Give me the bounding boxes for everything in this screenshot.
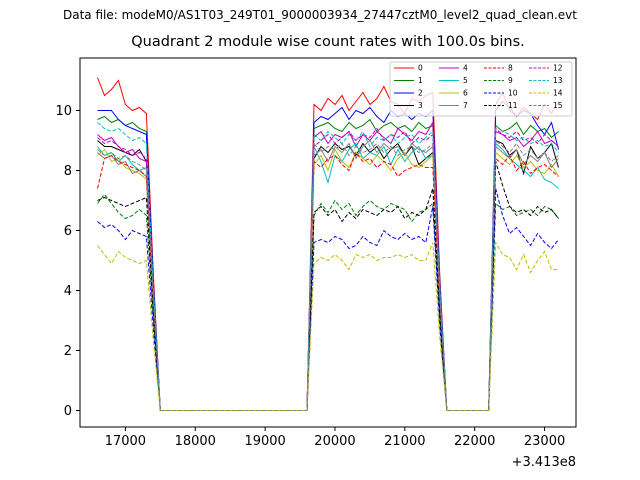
- legend-label-7: 7: [463, 101, 468, 110]
- legend-label-13: 13: [553, 76, 563, 85]
- legend-label-11: 11: [508, 101, 518, 110]
- y-tick-label: 0: [64, 404, 72, 419]
- x-offset-label: +3.413e8: [512, 455, 576, 470]
- legend-label-9: 9: [508, 76, 513, 85]
- series-layer: [97, 77, 559, 411]
- series-line-0: [97, 77, 559, 411]
- series-line-14: [97, 240, 559, 411]
- y-tick-label: 6: [64, 224, 72, 239]
- x-tick-label: 22000: [454, 434, 495, 449]
- legend-label-14: 14: [553, 89, 563, 98]
- legend-label-4: 4: [463, 64, 468, 73]
- x-tick-label: 19000: [244, 434, 285, 449]
- y-axis: 0 2 4 6 8 10: [55, 104, 80, 419]
- x-tick-label: 18000: [175, 434, 216, 449]
- legend-label-5: 5: [463, 76, 468, 85]
- figure-suptitle: Data file: modeM0/AS1T03_249T01_90000039…: [63, 8, 577, 22]
- x-tick-label: 23000: [524, 434, 565, 449]
- legend-label-8: 8: [508, 64, 513, 73]
- y-tick-label: 2: [64, 344, 72, 359]
- legend-label-10: 10: [508, 89, 518, 98]
- series-line-15: [97, 139, 559, 411]
- legend-label-2: 2: [418, 89, 423, 98]
- x-tick-label: 17000: [105, 434, 146, 449]
- x-tick-label: 20000: [314, 434, 355, 449]
- legend-label-12: 12: [553, 64, 563, 73]
- legend-label-15: 15: [553, 101, 563, 110]
- plot-frame: [79, 57, 577, 428]
- legend-label-1: 1: [418, 76, 423, 85]
- y-tick-label: 4: [64, 284, 72, 299]
- y-tick-label: 10: [55, 104, 72, 119]
- x-axis: 17000 18000 19000 20000 21000 22000 23000: [105, 427, 565, 449]
- legend-label-3: 3: [418, 101, 423, 110]
- legend-box: [389, 61, 573, 117]
- chart-title: Quadrant 2 module wise count rates with …: [131, 34, 525, 50]
- legend-label-0: 0: [418, 64, 423, 73]
- x-tick-label: 21000: [384, 434, 425, 449]
- y-tick-label: 8: [64, 164, 72, 179]
- legend-label-6: 6: [463, 89, 468, 98]
